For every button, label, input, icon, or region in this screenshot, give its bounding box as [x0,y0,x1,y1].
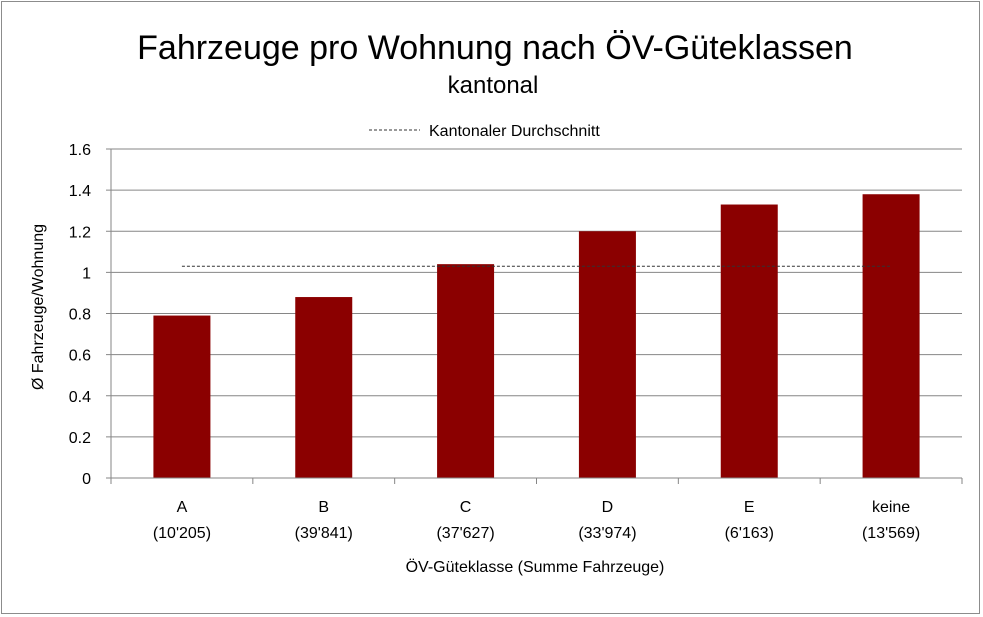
y-tick-label: 1.4 [69,183,91,200]
legend: Kantonaler Durchschnitt [369,123,600,140]
y-tick-label: 0.6 [69,348,91,365]
gridlines [111,148,962,438]
bar-keine [862,194,920,479]
x-category-label: D [602,499,614,516]
x-category-sublabel: (37'627) [436,525,494,542]
y-tick-label: 0.4 [69,389,91,406]
x-category-sublabel: (33'974) [578,525,636,542]
y-axis-title: Ø Fahrzeuge/Wohnung [30,224,47,390]
x-axis-title: ÖV-Güteklasse (Summe Fahrzeuge) [406,558,665,576]
axes [106,148,963,484]
y-tick-label: 1.6 [69,142,91,159]
y-tick-label: 0.2 [69,430,91,447]
x-category-label: A [177,499,188,516]
y-tick-label: 0.8 [69,307,91,324]
legend-label: Kantonaler Durchschnitt [429,123,600,140]
x-category-sublabel: (13'569) [862,525,920,542]
bars [153,194,920,479]
x-category-label: C [460,499,472,516]
bar-a [153,315,211,478]
x-category-label: E [744,499,755,516]
bar-b [295,297,353,478]
bar-d [578,231,636,478]
x-category-labels: A (10'205) B (39'841) C (37'627) D (33'974) E (6'… [153,499,920,542]
x-category-label: B [318,499,329,516]
x-category-sublabel: (39'841) [295,525,353,542]
x-category-sublabel: (6'163) [725,525,774,542]
bar-c [437,264,495,478]
bar-e [720,204,778,479]
chart-title: Fahrzeuge pro Wohnung nach ÖV-Güteklasse… [137,29,853,67]
y-tick-labels: 0 0.2 0.4 0.6 0.8 1 1.2 1.4 1.6 [69,142,91,488]
x-category-label: keine [872,499,910,516]
chart-subtitle: kantonal [448,72,539,99]
y-tick-label: 0 [82,471,91,488]
y-tick-label: 1 [82,265,91,282]
x-category-sublabel: (10'205) [153,525,211,542]
y-tick-label: 1.2 [69,224,91,241]
